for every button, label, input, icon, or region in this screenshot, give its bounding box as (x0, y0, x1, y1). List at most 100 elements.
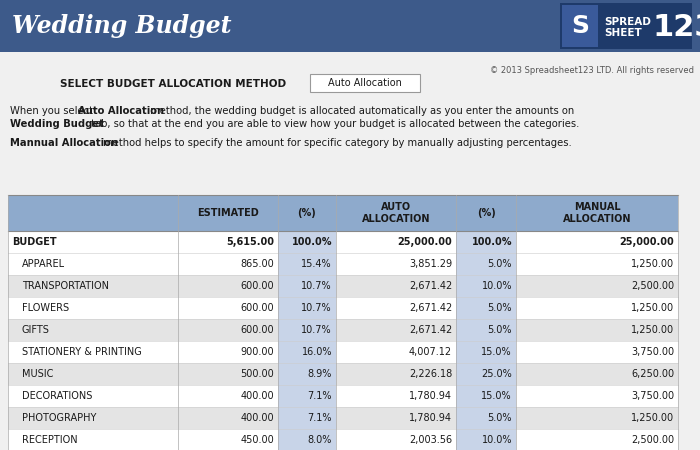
Text: 600.00: 600.00 (240, 325, 274, 335)
Bar (516, 253, 678, 275)
Text: 4,007.12: 4,007.12 (409, 347, 452, 357)
Bar (516, 385, 678, 407)
Text: Wedding Budget: Wedding Budget (12, 14, 232, 38)
Bar (8, 195, 678, 231)
Text: 10.7%: 10.7% (302, 325, 332, 335)
Text: 900.00: 900.00 (240, 347, 274, 357)
Text: AUTO
ALLOCATION: AUTO ALLOCATION (362, 202, 430, 224)
Text: 1,250.00: 1,250.00 (631, 303, 674, 313)
Text: DECORATIONS: DECORATIONS (22, 391, 92, 401)
Text: 2,226.18: 2,226.18 (409, 369, 452, 379)
Text: MUSIC: MUSIC (22, 369, 53, 379)
Text: 2,500.00: 2,500.00 (631, 281, 674, 291)
Bar (8, 363, 178, 385)
Text: 2,500.00: 2,500.00 (631, 435, 674, 445)
Bar (456, 231, 516, 253)
Text: 5,615.00: 5,615.00 (226, 237, 274, 247)
Text: 2,003.56: 2,003.56 (409, 435, 452, 445)
Text: 2,671.42: 2,671.42 (409, 325, 452, 335)
Text: 1,250.00: 1,250.00 (631, 413, 674, 423)
Text: S: S (571, 14, 589, 38)
Text: ESTIMATED: ESTIMATED (197, 208, 259, 218)
Bar (178, 385, 278, 407)
Bar (8, 429, 178, 450)
Bar (516, 231, 678, 253)
Text: method helps to specify the amount for specific category by manually adjusting p: method helps to specify the amount for s… (100, 138, 572, 148)
Text: 100.0%: 100.0% (291, 237, 332, 247)
Bar (178, 341, 278, 363)
Text: 25.0%: 25.0% (482, 369, 512, 379)
Text: SELECT BUDGET ALLOCATION METHOD: SELECT BUDGET ALLOCATION METHOD (60, 79, 286, 89)
Bar (8, 253, 178, 275)
Text: 600.00: 600.00 (240, 303, 274, 313)
Bar (336, 297, 456, 319)
Bar (278, 429, 336, 450)
Bar (178, 319, 278, 341)
Text: 500.00: 500.00 (240, 369, 274, 379)
Bar (278, 319, 336, 341)
Text: 10.0%: 10.0% (482, 281, 512, 291)
Text: 1,780.94: 1,780.94 (409, 391, 452, 401)
Text: STATIONERY & PRINTING: STATIONERY & PRINTING (22, 347, 141, 357)
Bar (516, 363, 678, 385)
Bar (516, 429, 678, 450)
Text: 600.00: 600.00 (240, 281, 274, 291)
Bar (0, 0, 700, 52)
Bar (178, 429, 278, 450)
Text: 25,000.00: 25,000.00 (620, 237, 674, 247)
Text: 25,000.00: 25,000.00 (398, 237, 452, 247)
Text: 400.00: 400.00 (240, 391, 274, 401)
Text: SHEET: SHEET (604, 28, 642, 38)
Bar (516, 341, 678, 363)
Bar (278, 385, 336, 407)
Text: Auto Allocation: Auto Allocation (328, 78, 402, 88)
Bar (336, 253, 456, 275)
Text: 5.0%: 5.0% (487, 413, 512, 423)
Text: 6,250.00: 6,250.00 (631, 369, 674, 379)
Text: MANUAL
ALLOCATION: MANUAL ALLOCATION (563, 202, 631, 224)
Text: © 2013 Spreadsheet123 LTD. All rights reserved: © 2013 Spreadsheet123 LTD. All rights re… (490, 66, 694, 75)
Text: 5.0%: 5.0% (487, 325, 512, 335)
Text: 5.0%: 5.0% (487, 259, 512, 269)
Bar (456, 385, 516, 407)
Bar (278, 407, 336, 429)
Text: GIFTS: GIFTS (22, 325, 50, 335)
Bar (8, 231, 178, 253)
Bar (456, 319, 516, 341)
Bar (336, 231, 456, 253)
Text: When you select: When you select (10, 106, 96, 116)
Text: 450.00: 450.00 (240, 435, 274, 445)
Text: 5.0%: 5.0% (487, 303, 512, 313)
Text: 10.7%: 10.7% (302, 303, 332, 313)
Bar (8, 407, 178, 429)
Text: 7.1%: 7.1% (307, 391, 332, 401)
Text: 16.0%: 16.0% (302, 347, 332, 357)
Text: 2,671.42: 2,671.42 (409, 303, 452, 313)
Bar (456, 407, 516, 429)
Text: 10.7%: 10.7% (302, 281, 332, 291)
Bar (336, 385, 456, 407)
Bar (8, 297, 178, 319)
Text: method, the wedding budget is allocated automatically as you enter the amounts o: method, the wedding budget is allocated … (147, 106, 574, 116)
Text: 2,671.42: 2,671.42 (409, 281, 452, 291)
Bar (456, 429, 516, 450)
Bar (456, 341, 516, 363)
Bar (516, 297, 678, 319)
Bar (8, 319, 178, 341)
Bar (336, 429, 456, 450)
Bar (336, 275, 456, 297)
Bar (8, 275, 178, 297)
Bar (456, 253, 516, 275)
Text: 1,250.00: 1,250.00 (631, 325, 674, 335)
Text: Mannual Allocation: Mannual Allocation (10, 138, 118, 148)
Text: 15.0%: 15.0% (482, 391, 512, 401)
Bar (278, 341, 336, 363)
Text: 15.4%: 15.4% (302, 259, 332, 269)
Bar (278, 363, 336, 385)
Text: 1,250.00: 1,250.00 (631, 259, 674, 269)
Text: RECEPTION: RECEPTION (22, 435, 78, 445)
Bar (178, 231, 278, 253)
Text: 1,780.94: 1,780.94 (409, 413, 452, 423)
Text: APPAREL: APPAREL (22, 259, 65, 269)
Bar (310, 74, 420, 92)
